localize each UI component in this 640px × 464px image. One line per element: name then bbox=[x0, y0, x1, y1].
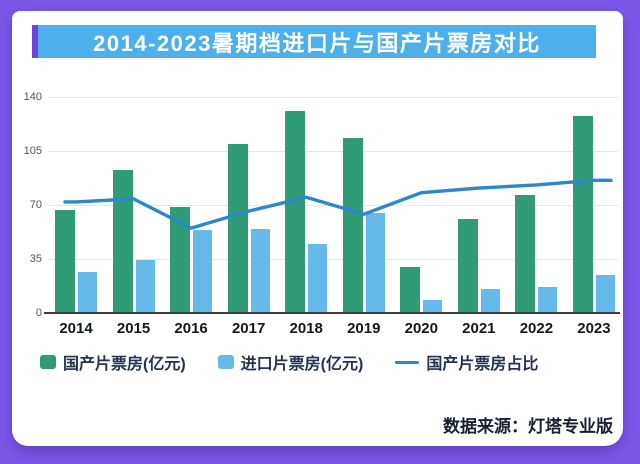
data-source: 数据来源：灯塔专业版 bbox=[443, 417, 613, 436]
bar-imported-2020 bbox=[423, 299, 443, 312]
x-label-2022: 2022 bbox=[519, 320, 554, 337]
x-label-2021: 2021 bbox=[462, 320, 496, 337]
title-accent-bar bbox=[32, 25, 38, 58]
title-banner: 2014-2023暑期档进口片与国产片票房对比 bbox=[38, 25, 596, 58]
y-tick-140: 140 bbox=[23, 91, 42, 103]
bar-domestic-2014 bbox=[55, 210, 75, 312]
bar-imported-2014 bbox=[78, 271, 97, 312]
bar-domestic-2015 bbox=[112, 170, 133, 312]
bar-domestic-2019 bbox=[342, 137, 363, 312]
x-label-2023: 2023 bbox=[577, 320, 611, 337]
bar-imported-2023 bbox=[595, 274, 615, 312]
legend-item-domestic: 国产片票房(亿元) bbox=[40, 350, 186, 374]
bar-imported-2015 bbox=[135, 259, 155, 312]
bar-imported-2019 bbox=[365, 213, 385, 312]
gridline-105 bbox=[48, 151, 618, 152]
x-label-2017: 2017 bbox=[231, 320, 266, 337]
x-label-2019: 2019 bbox=[347, 320, 381, 337]
legend-label-share: 国产片票房占比 bbox=[426, 356, 539, 373]
y-tick-0: 0 bbox=[35, 307, 42, 319]
x-label-2015: 2015 bbox=[116, 320, 151, 337]
bar-domestic-2022 bbox=[515, 194, 536, 312]
legend: 国产片票房(亿元) 进口片票房(亿元) 国产片票房占比 bbox=[40, 350, 538, 374]
page-title: 2014-2023暑期档进口片与国产片票房对比 bbox=[93, 30, 541, 56]
bar-domestic-2016 bbox=[170, 207, 191, 312]
legend-label-imported: 进口片票房(亿元) bbox=[240, 356, 364, 373]
gridline-35 bbox=[48, 259, 618, 260]
legend-swatch-domestic bbox=[40, 355, 56, 369]
bar-imported-2017 bbox=[250, 228, 270, 312]
share-line-chart bbox=[63, 178, 613, 230]
legend-swatch-share-line bbox=[395, 360, 420, 364]
bar-imported-2021 bbox=[480, 288, 500, 312]
share-line bbox=[63, 178, 613, 230]
y-tick-70: 70 bbox=[29, 199, 42, 211]
bar-domestic-2021 bbox=[457, 219, 478, 312]
plot-area: 0 35 70 105 140 2014 2015 2016 2017 2018 2019 2020 2… bbox=[24, 91, 620, 337]
gridline-140 bbox=[48, 97, 618, 98]
x-axis-line bbox=[44, 312, 620, 314]
bar-domestic-2023 bbox=[572, 116, 593, 312]
chart-card: 2014-2023暑期档进口片与国产片票房对比 0 35 70 105 140 2014 2… bbox=[12, 11, 623, 446]
legend-item-imported: 进口片票房(亿元) bbox=[217, 350, 364, 374]
x-label-2016: 2016 bbox=[174, 320, 208, 337]
x-label-2018: 2018 bbox=[289, 320, 323, 337]
bar-imported-2016 bbox=[193, 230, 213, 312]
legend-label-domestic: 国产片票房(亿元) bbox=[63, 356, 186, 373]
bar-imported-2018 bbox=[308, 244, 328, 312]
bar-domestic-2020 bbox=[400, 267, 421, 312]
bar-imported-2022 bbox=[538, 287, 558, 312]
y-tick-105: 105 bbox=[23, 145, 42, 157]
bar-domestic-2017 bbox=[227, 143, 248, 312]
x-label-2014: 2014 bbox=[59, 320, 93, 337]
bar-domestic-2018 bbox=[285, 111, 306, 312]
legend-item-share: 国产片票房占比 bbox=[395, 350, 538, 374]
x-label-2020: 2020 bbox=[404, 320, 438, 337]
y-tick-35: 35 bbox=[29, 253, 42, 265]
legend-swatch-imported bbox=[217, 355, 234, 369]
